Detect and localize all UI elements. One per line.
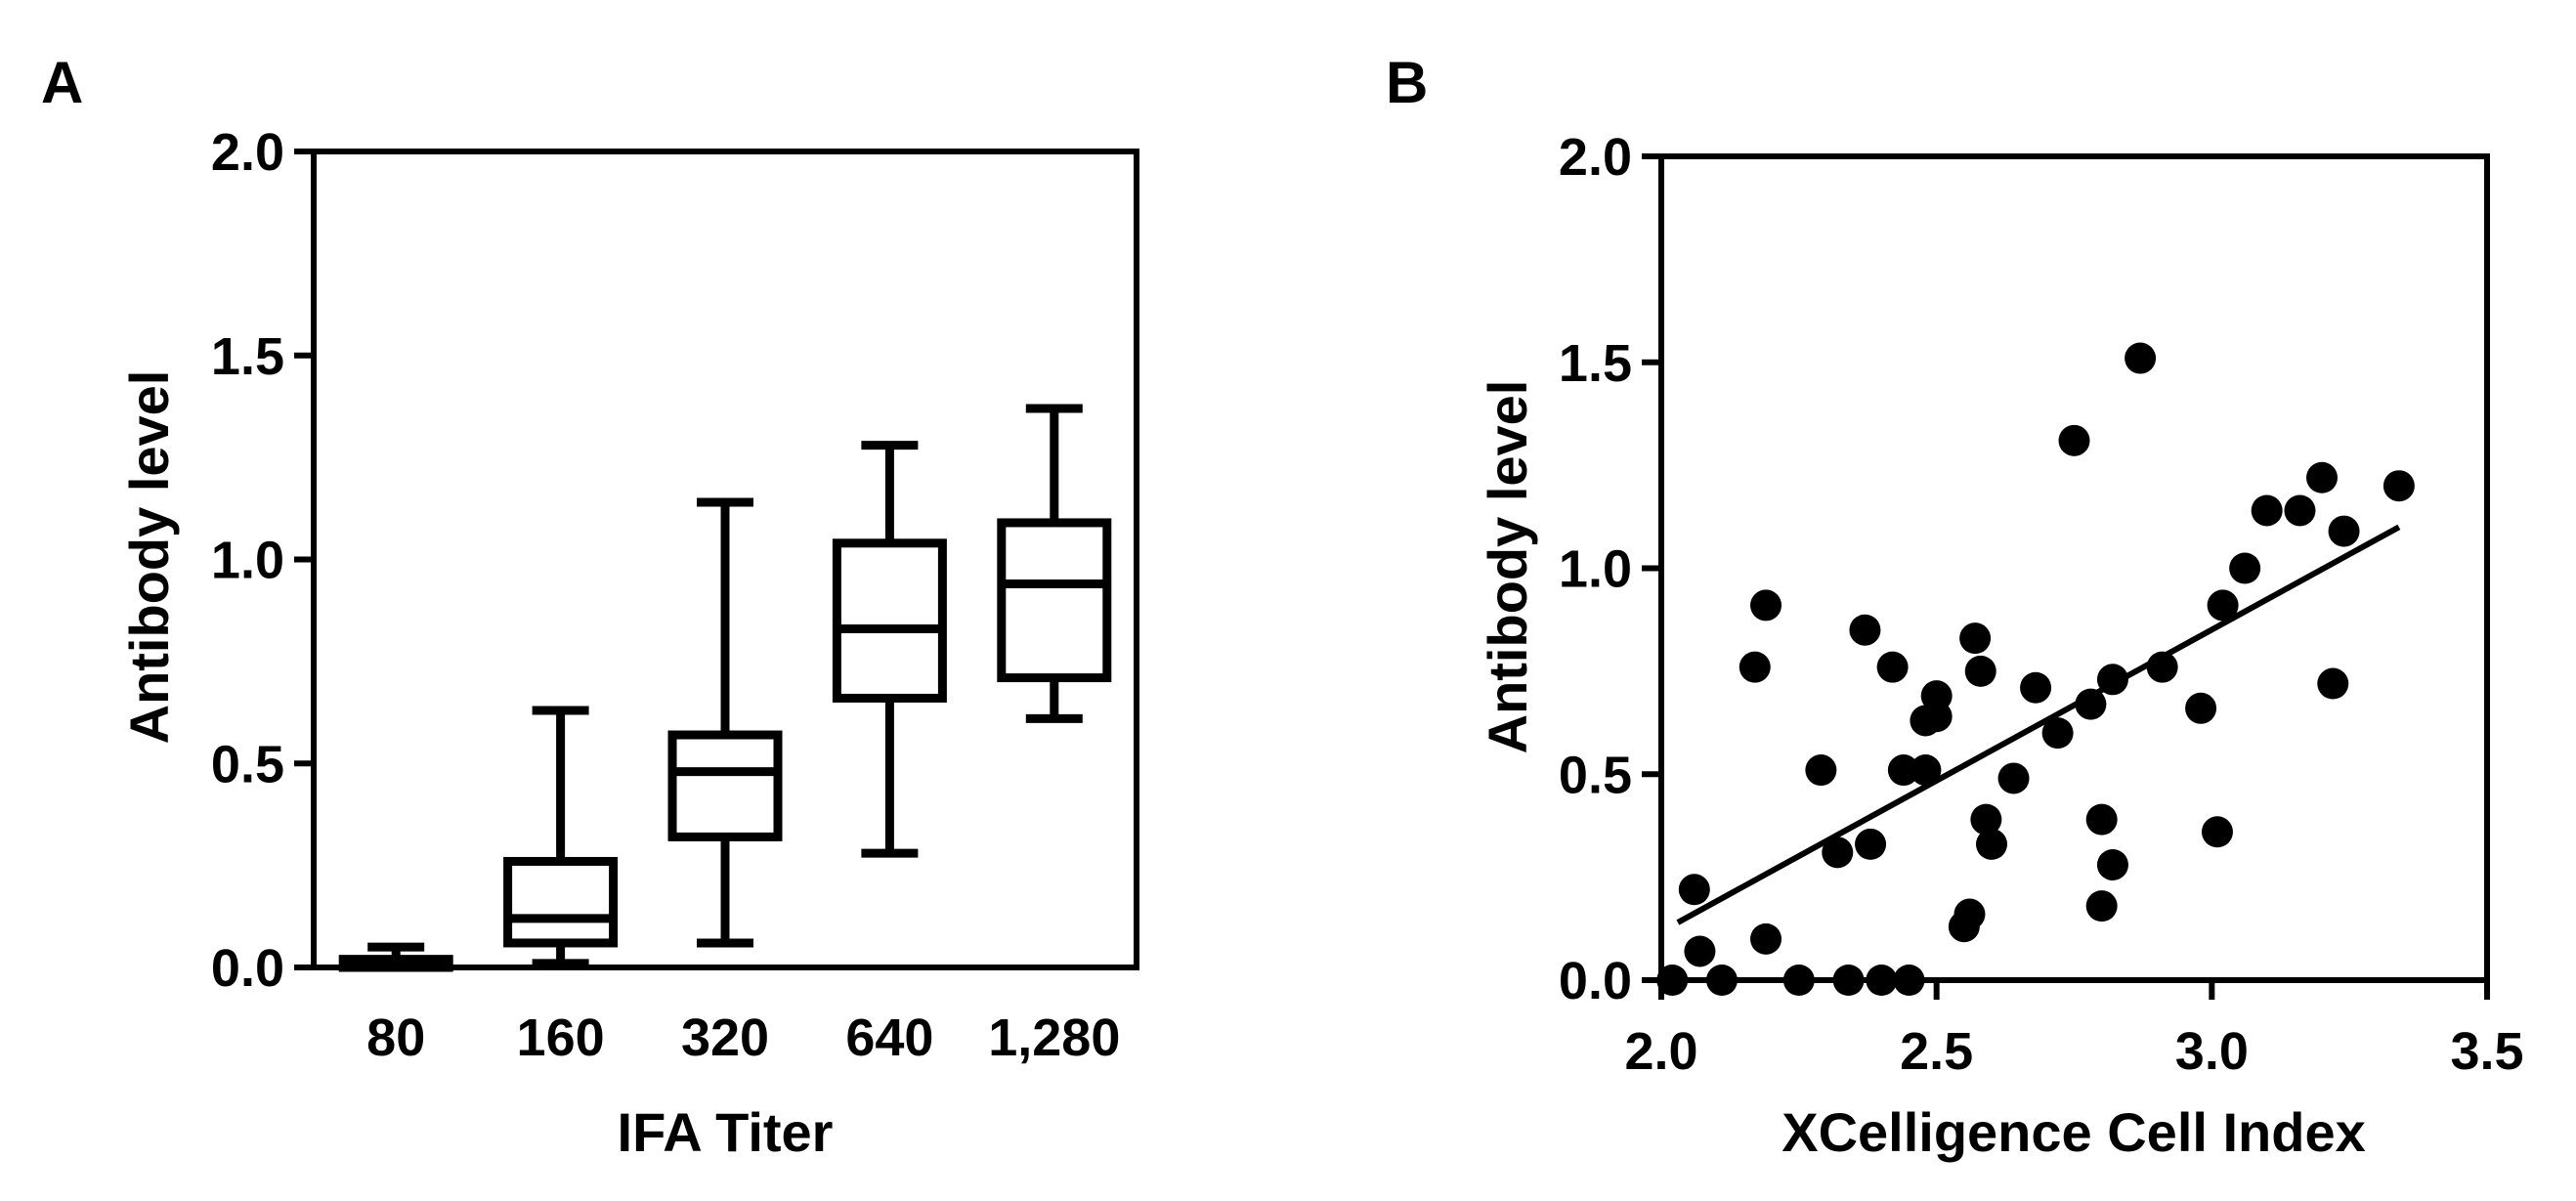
scatter-point	[2085, 803, 2118, 836]
scatter-point	[2383, 470, 2415, 502]
scatter-point	[2085, 890, 2118, 922]
panel-b: B Antibody level XCelligence Cell Index …	[1386, 50, 2524, 1163]
scatter-point	[2185, 692, 2217, 724]
scatter-point	[1739, 651, 1771, 683]
iqr-box	[997, 518, 1112, 683]
panel-a-label: A	[41, 50, 83, 115]
panel-b-y-ticks: 0.0 0.5 1.0 1.5 2.0	[1559, 128, 1661, 1010]
panel-a-x-tick-label: 160	[517, 1008, 605, 1067]
scatter-point	[2020, 671, 2052, 704]
panel-b-points	[1656, 342, 2415, 996]
panel-b-x-tick-label: 3.0	[2175, 1022, 2249, 1081]
scatter-point	[2328, 515, 2360, 547]
panel-a-x-ticks: 80 160 320 640 1,280	[366, 1008, 1120, 1067]
iqr-box	[667, 730, 783, 841]
box-640	[832, 441, 947, 858]
panel-a-y-tick-label: 0.0	[211, 939, 284, 998]
panel-b-label: B	[1386, 50, 1428, 115]
scatter-point	[1822, 836, 1854, 869]
panel-b-x-ticks: 2.0 2.5 3.0 3.5	[1624, 980, 2524, 1081]
scatter-point	[1876, 651, 1909, 683]
scatter-point	[1959, 622, 1992, 655]
panel-a-x-tick-label: 320	[681, 1008, 769, 1067]
panel-a-plot-frame	[311, 149, 1139, 970]
scatter-point	[2201, 816, 2233, 848]
scatter-point	[1855, 828, 1887, 860]
panel-a-x-tick-label: 1,280	[988, 1008, 1120, 1067]
scatter-point	[1750, 922, 1782, 955]
panel-b-regression-line	[1676, 524, 2401, 925]
scatter-point	[2229, 552, 2261, 584]
panel-b-y-axis-title: Antibody level	[1477, 380, 1538, 754]
panel-a-boxes	[338, 404, 1112, 972]
panel-a-y-tick-label: 0.5	[211, 735, 284, 794]
scatter-point	[1920, 680, 1953, 712]
scatter-point	[1970, 803, 2002, 836]
scatter-point	[1953, 898, 1986, 930]
panel-a-y-axis-title: Antibody level	[118, 370, 180, 745]
scatter-point	[1678, 874, 1710, 906]
scatter-point	[1997, 762, 2030, 794]
scatter-point	[2075, 688, 2107, 720]
scatter-point	[1750, 589, 1782, 622]
scatter-point	[2306, 461, 2338, 493]
scatter-point	[1849, 614, 1881, 646]
panel-a-y-ticks: 0.0 0.5 1.0 1.5 2.0	[211, 123, 314, 998]
scatter-point	[1887, 754, 1919, 787]
scatter-point	[2317, 667, 2349, 700]
panel-b-x-tick-label: 3.5	[2450, 1022, 2523, 1081]
panel-b-x-tick-label: 2.0	[1624, 1022, 1697, 1081]
scatter-point	[1684, 935, 1716, 967]
iqr-box	[503, 856, 619, 948]
scatter-point	[2125, 342, 2157, 374]
box-80	[338, 942, 453, 972]
panel-a-x-tick-label: 640	[845, 1008, 933, 1067]
scatter-point	[1964, 655, 1996, 687]
scatter-point	[1976, 828, 2007, 860]
scatter-point	[2251, 494, 2283, 527]
box-1,280	[997, 404, 1112, 723]
box-160	[503, 706, 619, 968]
scatter-point	[1910, 754, 1942, 787]
box-320	[667, 497, 783, 948]
scatter-point	[2058, 424, 2090, 456]
panel-b-x-axis-title: XCelligence Cell Index	[1782, 1101, 2366, 1163]
panel-a-y-tick-label: 1.0	[211, 532, 284, 590]
scatter-point	[2096, 848, 2128, 880]
panel-b-y-tick-label: 1.5	[1559, 334, 1632, 393]
panel-b-y-tick-label: 1.0	[1559, 540, 1632, 599]
panel-a-x-tick-label: 80	[366, 1008, 425, 1067]
iqr-box	[832, 538, 947, 703]
scatter-point	[2207, 589, 2239, 622]
panel-b-y-tick-label: 0.5	[1559, 746, 1632, 804]
scatter-point	[2041, 717, 2074, 750]
scatter-point	[2284, 494, 2316, 527]
panel-b-plot-frame	[1658, 153, 2490, 983]
panel-a-y-tick-label: 1.5	[211, 327, 284, 386]
scatter-point	[1805, 754, 1837, 787]
panel-b-x-tick-label: 2.5	[1900, 1022, 1973, 1081]
panel-b-y-tick-label: 0.0	[1559, 952, 1632, 1010]
panel-a: A Antibody level IFA Titer 0.0 0.5 1.0 1.5 2…	[41, 50, 1139, 1163]
panel-a-y-tick-label: 2.0	[211, 123, 284, 182]
panel-b-y-tick-label: 2.0	[1559, 128, 1632, 187]
panel-a-x-axis-title: IFA Titer	[618, 1101, 834, 1163]
